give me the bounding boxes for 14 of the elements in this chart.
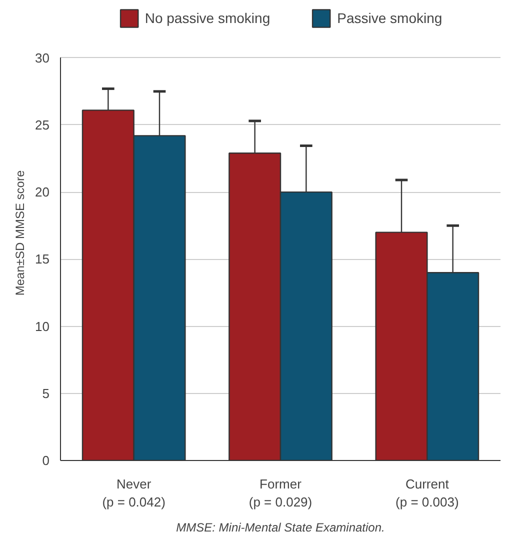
y-tick-label: 25 xyxy=(35,117,50,132)
legend-label: No passive smoking xyxy=(144,10,270,26)
x-tick-label: Current (p = 0.003) xyxy=(396,476,459,510)
x-tick-label: Former (p = 0.029) xyxy=(248,476,312,510)
y-tick-label: 5 xyxy=(42,386,50,401)
text: MMSE: Mini-Mental State Examination. xyxy=(176,520,385,534)
y-tick-label: 20 xyxy=(35,184,50,200)
y-tick-label: 0 xyxy=(42,453,50,468)
y-tick-label: 30 xyxy=(35,50,50,66)
legend-label: Passive smoking xyxy=(337,10,442,26)
x-tick-label: Never (p = 0.042) xyxy=(102,476,166,510)
y-tick-label: 10 xyxy=(35,318,50,334)
y-tick-label: 15 xyxy=(35,252,50,267)
y-axis-title: Mean±SD MMSE score xyxy=(13,170,28,296)
